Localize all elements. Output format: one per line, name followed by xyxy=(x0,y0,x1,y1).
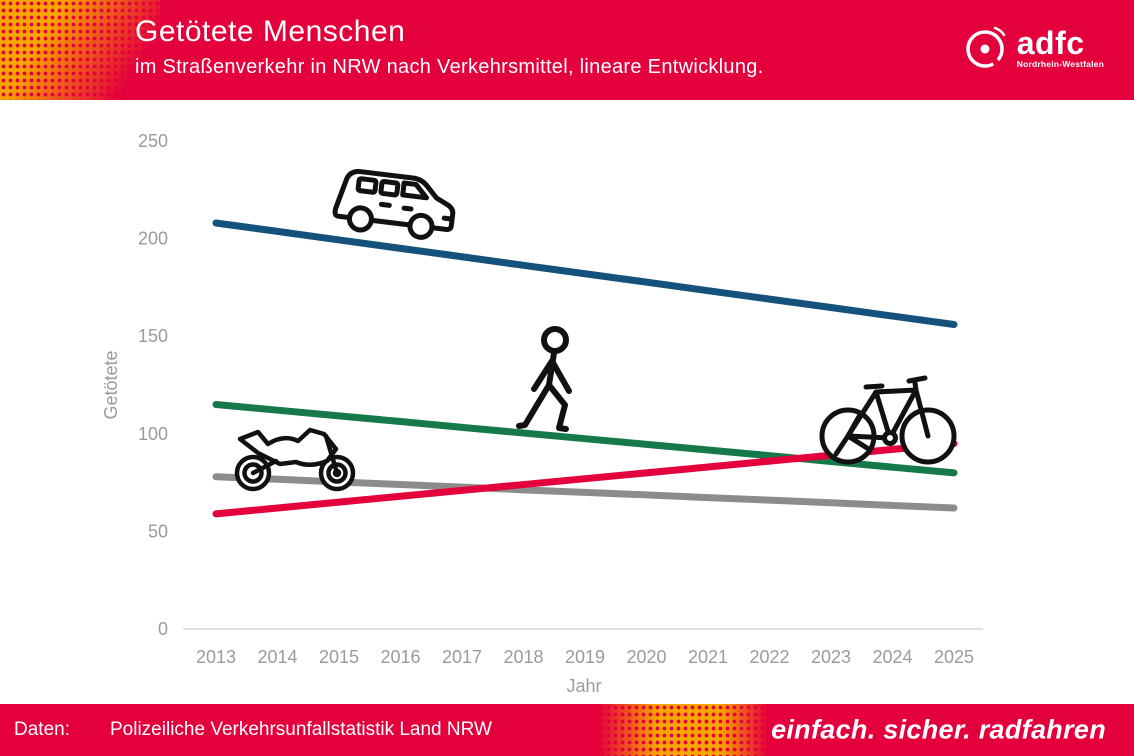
page-subtitle: im Straßenverkehr in NRW nach Verkehrsmi… xyxy=(135,55,764,78)
x-tick-label: 2025 xyxy=(934,647,974,667)
x-tick-label: 2016 xyxy=(380,647,420,667)
y-tick-label: 150 xyxy=(138,326,168,346)
page-title: Getötete Menschen xyxy=(135,15,406,48)
y-tick-label: 200 xyxy=(138,229,168,249)
x-axis-title: Jahr xyxy=(566,676,601,696)
y-tick-label: 250 xyxy=(138,131,168,151)
motorcycle-icon xyxy=(234,427,356,492)
data-source-value: Polizeiliche Verkehrsunfallstatistik Lan… xyxy=(110,719,492,740)
x-tick-label: 2023 xyxy=(811,647,851,667)
x-tick-label: 2015 xyxy=(319,647,359,667)
bicycle-icon xyxy=(819,375,957,465)
y-tick-label: 50 xyxy=(148,521,168,541)
adfc-logo: adfc Nordrhein-Westfalen xyxy=(961,24,1104,72)
x-tick-label: 2021 xyxy=(688,647,728,667)
header-banner: Getötete Menschen im Straßenverkehr in N… xyxy=(0,0,1134,100)
car-icon xyxy=(332,168,456,240)
y-axis-title: Getötete xyxy=(101,350,121,419)
x-tick-label: 2014 xyxy=(257,647,297,667)
chart-area: 0 50 100 150 200 250 2013 2014 2015 2016 2017 2018 2… xyxy=(0,100,1134,704)
data-source-label: Daten: xyxy=(14,719,70,740)
wheel-icon xyxy=(966,26,1005,68)
x-tick-label: 2019 xyxy=(565,647,605,667)
x-tick-label: 2017 xyxy=(442,647,482,667)
pedestrian-icon xyxy=(516,326,572,432)
logo-region-label: Nordrhein-Westfalen xyxy=(1016,59,1104,70)
trend-line-pedestrian xyxy=(212,401,958,477)
footer-bar: Daten: Polizeiliche Verkehrsunfallstatis… xyxy=(0,704,1134,756)
slogan: einfach. sicher. radfahren xyxy=(771,714,1106,745)
halftone-pattern-footer xyxy=(598,704,768,756)
chart-canvas: 0 50 100 150 200 250 2013 2014 2015 2016 2017 2018 2… xyxy=(101,131,983,696)
y-tick-label: 100 xyxy=(138,424,168,444)
x-tick-label: 2022 xyxy=(749,647,789,667)
x-tick-label: 2020 xyxy=(626,647,666,667)
y-tick-label: 0 xyxy=(158,619,168,639)
x-tick-label: 2018 xyxy=(503,647,543,667)
trend-line-car xyxy=(212,219,958,328)
logo-wordmark: adfc xyxy=(1016,25,1085,62)
halftone-pattern-left xyxy=(0,0,160,100)
x-tick-label: 2024 xyxy=(872,647,912,667)
x-tick-label: 2013 xyxy=(196,647,236,667)
